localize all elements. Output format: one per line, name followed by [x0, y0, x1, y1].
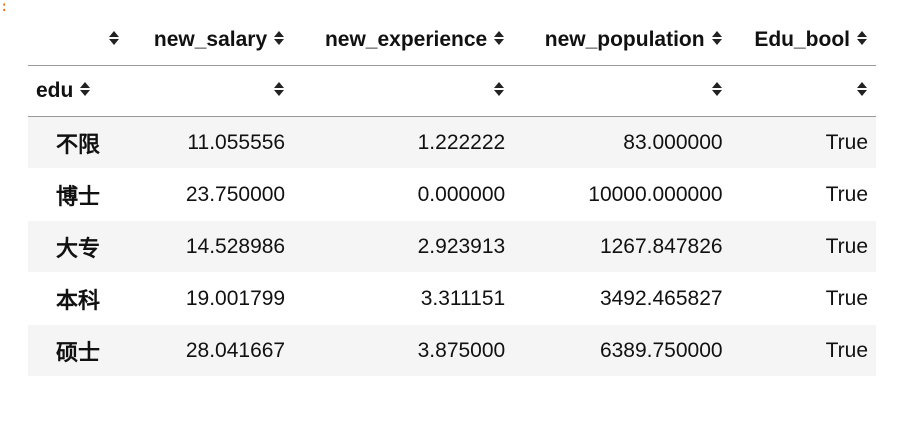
row-index-label: 本科	[28, 272, 128, 325]
cell-new-salary: 14.528986	[128, 220, 294, 273]
sort-down-arrow	[711, 38, 722, 45]
sort-up-arrow	[711, 82, 722, 89]
sort-down-arrow	[494, 90, 505, 97]
sort-updown-icon[interactable]	[711, 81, 723, 97]
column-header-new-salary[interactable]: new_salary	[128, 14, 293, 66]
sort-updown-icon[interactable]	[711, 30, 723, 46]
index-header-cell[interactable]	[293, 65, 514, 117]
cell-new-experience: 3.311151	[293, 272, 514, 325]
row-index-label: 大专	[28, 220, 128, 273]
sort-down-arrow	[274, 90, 285, 97]
table-row: 硕士 28.041667 3.875000 6389.750000 True	[28, 324, 876, 377]
dataframe-table: new_salary new_experience new_population…	[28, 14, 876, 377]
row-index-label: 不限	[28, 116, 128, 169]
cell-new-salary: 11.055556	[128, 116, 294, 169]
cell-edu-bool: True	[730, 324, 876, 377]
sort-updown-icon[interactable]	[493, 30, 505, 46]
table-row: 不限 11.055556 1.222222 83.000000 True	[28, 116, 876, 169]
cell-edu-bool: True	[730, 220, 876, 273]
sort-down-arrow	[711, 90, 722, 97]
sort-down-arrow	[857, 90, 867, 97]
index-header-cell[interactable]	[128, 65, 294, 117]
cell-new-population: 6389.750000	[513, 324, 731, 377]
sort-updown-icon[interactable]	[856, 30, 868, 46]
sort-up-arrow	[80, 82, 91, 89]
index-header-row: edu	[28, 65, 876, 117]
index-header-cell[interactable]	[513, 65, 731, 117]
column-header-new-population[interactable]: new_population	[513, 14, 730, 66]
sort-up-arrow	[109, 30, 119, 37]
sort-down-arrow	[857, 38, 867, 45]
sort-updown-icon[interactable]	[273, 30, 285, 46]
output-prompt-mark: :	[0, 0, 9, 15]
sort-down-arrow	[274, 38, 285, 45]
cell-new-salary: 19.001799	[128, 272, 294, 325]
index-header-cell[interactable]	[730, 65, 876, 117]
sort-down-arrow	[109, 38, 119, 45]
table-row: 博士 23.750000 0.000000 10000.000000 True	[28, 168, 876, 221]
sort-up-arrow	[494, 30, 505, 37]
cell-new-experience: 3.875000	[293, 324, 514, 377]
sort-up-arrow	[857, 30, 867, 37]
cell-new-population: 83.000000	[513, 116, 731, 169]
cell-new-experience: 1.222222	[293, 116, 514, 169]
cell-new-salary: 28.041667	[128, 324, 294, 377]
cell-new-experience: 0.000000	[293, 168, 514, 221]
sort-up-arrow	[494, 82, 505, 89]
cell-edu-bool: True	[730, 272, 876, 325]
sort-down-arrow	[80, 90, 91, 97]
row-index-label: 硕士	[28, 324, 128, 377]
cell-edu-bool: True	[730, 168, 876, 221]
cell-edu-bool: True	[730, 116, 876, 169]
column-header-edu-bool[interactable]: Edu_bool	[731, 14, 876, 66]
sort-up-arrow	[857, 82, 867, 89]
sort-updown-icon[interactable]	[108, 30, 120, 46]
sort-updown-icon[interactable]	[493, 81, 505, 97]
column-header-blank[interactable]	[28, 14, 128, 66]
sort-updown-icon[interactable]	[79, 81, 91, 97]
cell-new-population: 1267.847826	[513, 220, 731, 273]
table-row: 本科 19.001799 3.311151 3492.465827 True	[28, 272, 876, 325]
column-header-new-experience[interactable]: new_experience	[293, 14, 513, 66]
sort-updown-icon[interactable]	[856, 81, 868, 97]
column-header-row: new_salary new_experience new_population…	[28, 14, 876, 66]
index-name-header[interactable]: edu	[28, 65, 128, 117]
sort-up-arrow	[274, 82, 285, 89]
sort-up-arrow	[711, 30, 722, 37]
cell-new-population: 10000.000000	[513, 168, 731, 221]
sort-up-arrow	[274, 30, 285, 37]
cell-new-population: 3492.465827	[513, 272, 731, 325]
row-index-label: 博士	[28, 168, 128, 221]
table-row: 大专 14.528986 2.923913 1267.847826 True	[28, 220, 876, 273]
cell-new-experience: 2.923913	[293, 220, 514, 273]
sort-down-arrow	[494, 38, 505, 45]
cell-new-salary: 23.750000	[128, 168, 294, 221]
sort-updown-icon[interactable]	[273, 81, 285, 97]
